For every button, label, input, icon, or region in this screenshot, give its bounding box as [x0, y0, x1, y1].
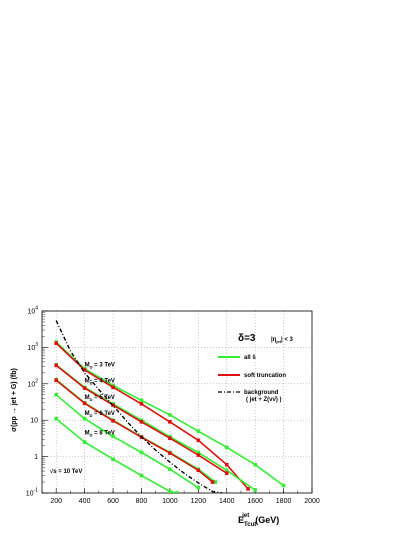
data-point: [168, 467, 172, 472]
md-label: MD = 5 TeV: [85, 395, 115, 402]
data-point: [82, 368, 87, 372]
data-point: [168, 413, 172, 417]
x-axis-label: ETcutjet (GeV): [238, 513, 279, 528]
axis-ticks: 200 400 600 800 1000 1200 1400 1600 1800 2000 10-1…: [26, 306, 320, 506]
data-point: [246, 487, 250, 491]
series-line: [55, 394, 199, 489]
data-point: [196, 468, 201, 473]
data-point: [82, 401, 87, 406]
data-point: [54, 416, 59, 421]
md-label: MD = 4 TeV: [85, 378, 115, 385]
legend-label-2: ( jet + Z(νν̄) ): [246, 397, 282, 403]
data-point: [168, 451, 172, 455]
legend-label: all ŝ: [244, 355, 256, 361]
series-8: [55, 320, 223, 493]
data-point: [224, 471, 229, 475]
series-line: [55, 320, 223, 493]
data-point: [224, 445, 229, 450]
legend-label: soft truncation: [244, 373, 286, 379]
data-point: [168, 436, 172, 441]
series-layer: [54, 320, 286, 493]
data-point: [253, 462, 257, 467]
x-tick-label: 800: [136, 498, 148, 505]
data-point: [82, 386, 87, 390]
data-point: [139, 398, 144, 403]
md-label: MD = 3 TeV: [85, 362, 115, 369]
eta-cut-label: |ηjet| < 3: [271, 337, 294, 344]
data-point: [111, 385, 115, 390]
sqrt-s-label: √s = 10 TeV: [50, 468, 82, 475]
data-point: [111, 419, 115, 423]
data-point: [139, 420, 144, 424]
data-point: [54, 392, 59, 397]
x-tick-label: 1000: [162, 498, 178, 505]
data-point: [175, 491, 179, 493]
data-point: [82, 416, 87, 421]
data-point: [253, 488, 257, 492]
data-point: [224, 462, 229, 467]
x-tick-label: 1800: [276, 498, 292, 505]
y-tick-label: 104: [27, 306, 38, 316]
legend: all ŝ soft truncation background( jet + Z(…: [218, 355, 286, 403]
data-point: [111, 383, 115, 388]
y-tick-label: 10: [30, 418, 38, 425]
y-tick-label: 10-1: [26, 488, 38, 498]
y-axis-label: σ(pp → jet + G) (fb): [11, 368, 18, 432]
series-line: [55, 342, 249, 490]
annotations: MD = 3 TeV MD = 4 TeV MD = 5 TeV MD = 6 TeV…: [50, 333, 294, 475]
data-point: [139, 473, 144, 478]
data-point: [168, 420, 172, 424]
x-tick-label: 2000: [304, 498, 320, 505]
x-tick-label: 600: [107, 498, 119, 505]
data-point: [196, 438, 201, 443]
data-point: [196, 485, 201, 490]
data-point: [82, 440, 87, 444]
x-tick-label: 1600: [247, 498, 263, 505]
md-label: MD = 6 TeV: [85, 411, 115, 418]
data-point: [54, 363, 59, 368]
data-point: [281, 483, 286, 488]
data-point: [139, 402, 144, 406]
series-1: [54, 341, 250, 491]
data-point: [196, 453, 201, 457]
data-point: [196, 429, 201, 433]
y-tick-label: 1: [34, 454, 38, 461]
data-point: [210, 480, 215, 484]
y-tick-label: 102: [27, 378, 38, 388]
data-point: [168, 489, 172, 493]
data-point: [224, 468, 229, 473]
y-tick-label: 103: [27, 342, 38, 352]
delta-label: δ=3: [238, 333, 256, 344]
data-point: [213, 480, 218, 484]
data-point: [54, 341, 59, 346]
x-tick-label: 200: [50, 498, 62, 505]
data-point: [139, 450, 144, 455]
data-point: [111, 457, 115, 461]
data-point: [111, 434, 115, 439]
md-label: MD = 8 TeV: [85, 431, 115, 438]
series-6: [54, 392, 201, 490]
series-7: [54, 416, 179, 493]
data-point: [196, 450, 201, 455]
x-tick-label: 400: [79, 498, 91, 505]
data-point: [54, 378, 59, 383]
series-line: [55, 379, 214, 483]
legend-label: background: [244, 390, 279, 396]
x-tick-label: 1400: [219, 498, 235, 505]
x-tick-label: 1200: [191, 498, 207, 505]
